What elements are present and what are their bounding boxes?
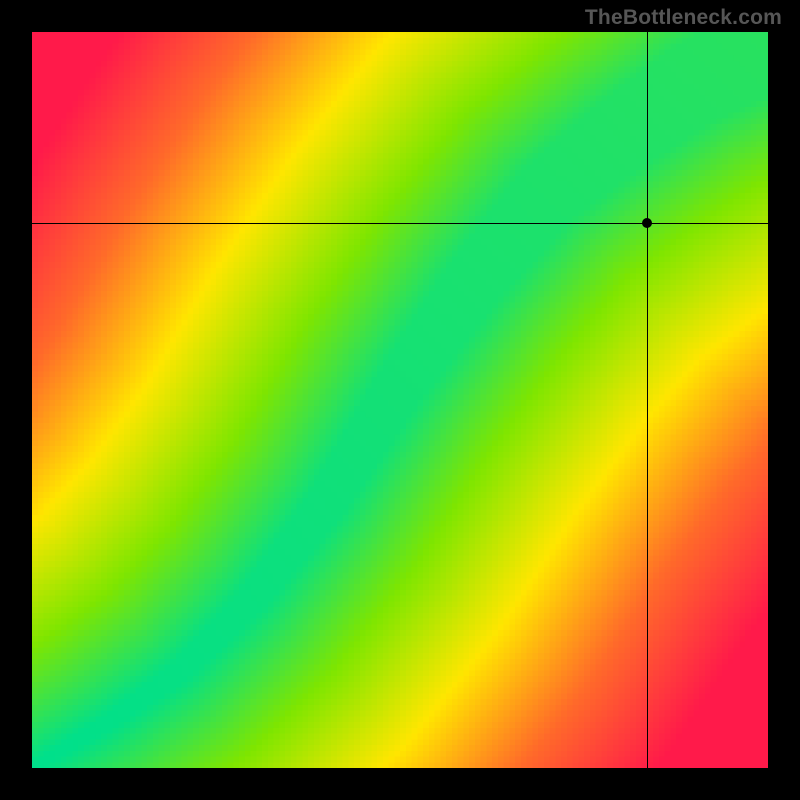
crosshair-vertical	[647, 32, 648, 768]
watermark-text: TheBottleneck.com	[585, 6, 782, 30]
crosshair-horizontal	[32, 223, 768, 224]
bottleneck-heatmap	[32, 32, 768, 768]
crosshair-marker	[642, 218, 652, 228]
